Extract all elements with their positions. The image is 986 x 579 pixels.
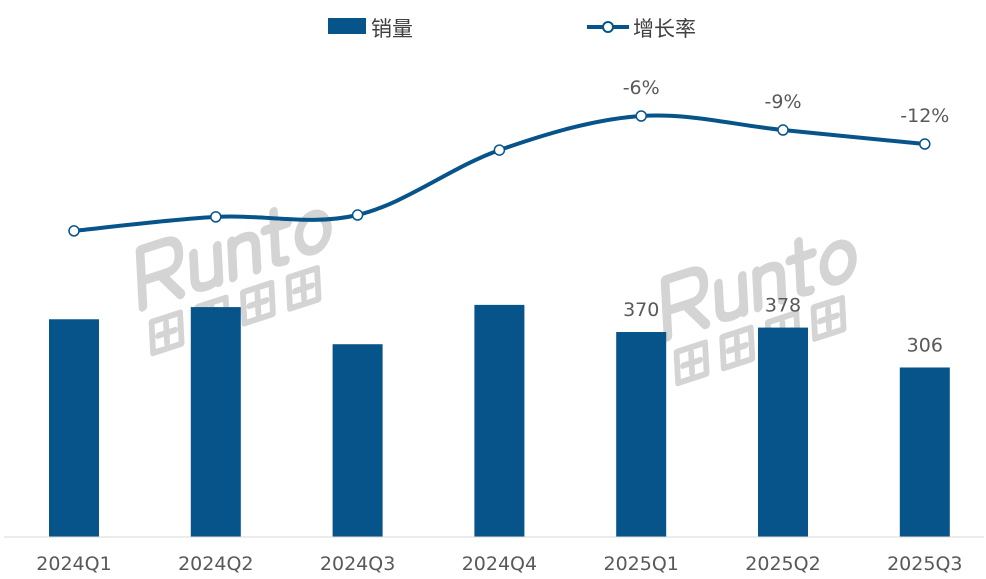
x-axis-ticks: 2024Q1 2024Q2 2024Q3 2024Q4 2025Q1 2025Q2 2025… xyxy=(36,553,962,575)
line-data-label: -6% xyxy=(623,77,660,99)
bar-2024Q3 xyxy=(332,344,383,537)
bar-data-label: 370 xyxy=(623,299,659,321)
line-point-2024Q4 xyxy=(493,144,506,156)
line-data-label: -9% xyxy=(765,91,802,113)
line-point-2024Q2 xyxy=(210,211,222,223)
bar-data-label: 378 xyxy=(765,295,801,317)
watermark-runto-mark xyxy=(294,209,332,256)
line-point-2024Q3 xyxy=(351,209,364,221)
x-tick-label: 2025Q2 xyxy=(745,553,820,575)
growth-rate-line xyxy=(73,113,925,233)
x-tick-label: 2024Q4 xyxy=(462,553,537,575)
watermark-cn-mark xyxy=(810,294,847,342)
line-series: -6% -9% -12% xyxy=(68,77,949,237)
line-point-2025Q2 xyxy=(777,124,789,136)
bar-2024Q1 xyxy=(49,319,99,537)
watermark-cn-mark xyxy=(719,324,756,372)
x-tick-label: 2024Q3 xyxy=(320,553,395,575)
legend-item-line[interactable]: 增长率 xyxy=(587,17,696,41)
x-tick-label: 2024Q1 xyxy=(36,553,111,575)
watermark-runto-mark xyxy=(135,207,292,312)
legend-bar-swatch xyxy=(328,18,366,34)
legend: 销量 增长率 xyxy=(328,17,696,41)
watermark-cn-mark xyxy=(239,279,276,327)
line-point-2025Q1 xyxy=(635,110,647,122)
watermark-logo xyxy=(135,207,857,387)
legend-bar-label: 销量 xyxy=(371,17,413,41)
bar-2025Q2 xyxy=(758,327,808,537)
x-tick-label: 2025Q1 xyxy=(603,553,678,575)
x-tick-label: 2024Q2 xyxy=(178,553,253,575)
bar-data-label: 306 xyxy=(907,334,943,356)
watermark-cn-mark xyxy=(148,309,185,357)
watermark-cn-mark xyxy=(673,339,710,387)
legend-line-marker xyxy=(602,21,614,33)
x-tick-label: 2025Q3 xyxy=(887,553,962,575)
bar-2024Q4 xyxy=(474,304,525,537)
watermark xyxy=(135,207,332,357)
legend-item-bar[interactable]: 销量 xyxy=(328,17,413,41)
legend-line-label: 增长率 xyxy=(633,17,696,41)
line-point-2024Q1 xyxy=(68,225,80,237)
bar-series: 370 378 306 xyxy=(49,295,950,537)
line-point-2025Q3 xyxy=(919,138,931,150)
watermark-runto-mark xyxy=(819,239,857,286)
watermark-cn-mark xyxy=(285,264,322,312)
watermark-runto-mark xyxy=(660,237,817,342)
bar-2025Q3 xyxy=(899,367,950,537)
bar-2024Q2 xyxy=(190,307,241,537)
bar-2025Q1 xyxy=(616,332,667,537)
line-data-label: -12% xyxy=(900,105,949,127)
